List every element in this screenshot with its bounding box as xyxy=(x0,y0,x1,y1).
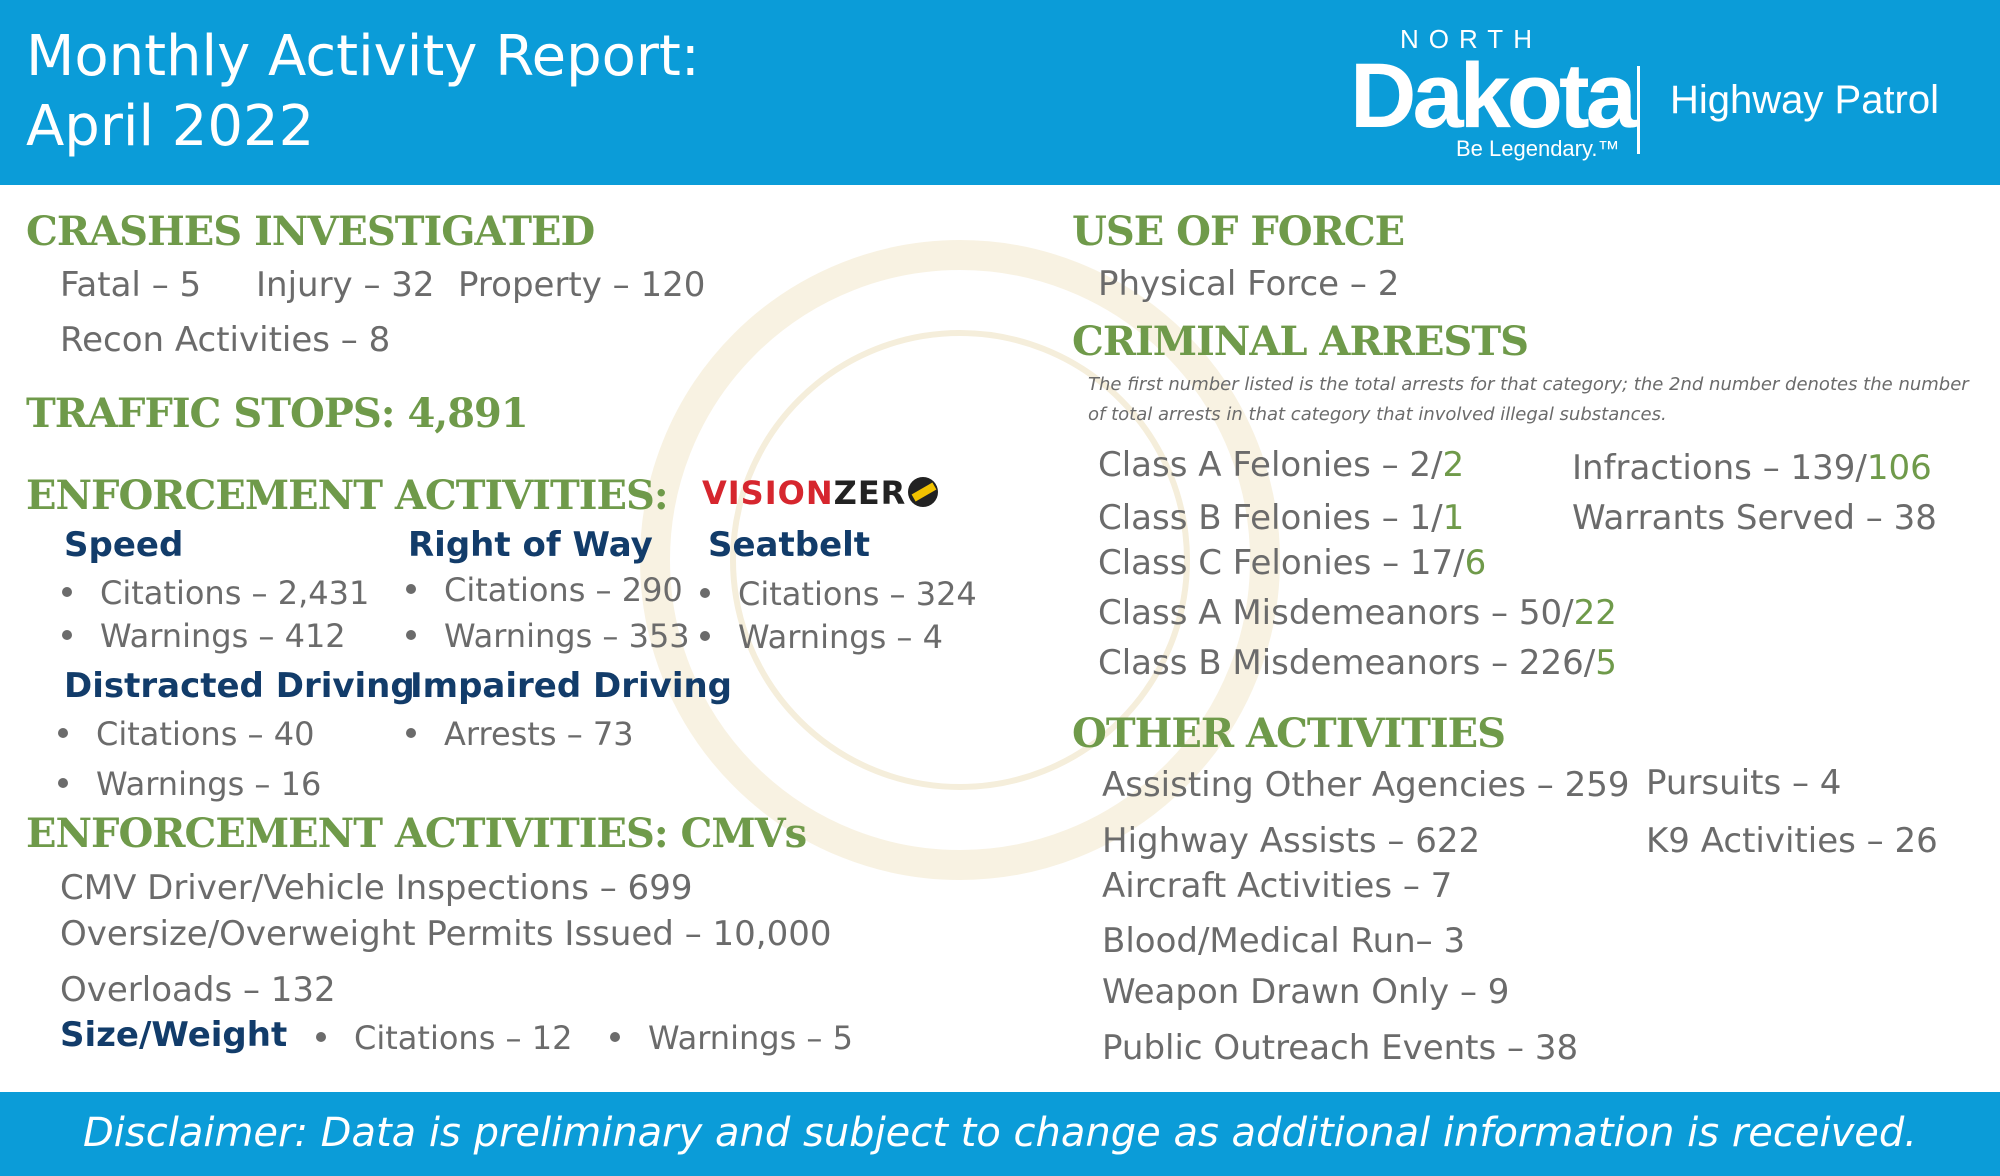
disclaimer-text: Disclaimer: Data is preliminary and subj… xyxy=(82,1110,1918,1156)
k9-activities: K9 Activities – 26 xyxy=(1646,821,1938,861)
bullet-icon xyxy=(406,630,416,640)
logo-north-text: NORTH xyxy=(1400,24,1542,54)
vision-zero-zero-text: ZER xyxy=(833,474,907,512)
title-line-1: Monthly Activity Report: xyxy=(26,24,700,89)
assisting-other-agencies: Assisting Other Agencies – 259 xyxy=(1102,765,1630,805)
size-weight-citations: Citations – 12 xyxy=(316,1019,572,1057)
logo-agency-name: Highway Patrol xyxy=(1670,78,1940,122)
traffic-stops-heading: TRAFFIC STOPS: 4,891 xyxy=(26,390,529,437)
distracted-warnings: Warnings – 16 xyxy=(58,765,321,803)
other-activities-heading: OTHER ACTIVITIES xyxy=(1072,710,1506,757)
bullet-icon xyxy=(610,1032,620,1042)
criminal-arrests-heading: CRIMINAL ARRESTS xyxy=(1072,318,1529,365)
logo-dakota-text: Dakota xyxy=(1350,45,1637,147)
speed-warnings: Warnings – 412 xyxy=(62,617,346,655)
class-c-felonies: Class C Felonies – 17/6 xyxy=(1098,543,1487,583)
page-title: Monthly Activity Report: April 2022 xyxy=(26,22,700,162)
impaired-driving-heading: Impaired Driving xyxy=(410,666,733,706)
crashes-property: Property – 120 xyxy=(458,265,706,305)
logo-divider xyxy=(1637,66,1640,154)
class-a-felonies: Class A Felonies – 2/2 xyxy=(1098,445,1465,485)
class-b-misdemeanors: Class B Misdemeanors – 226/5 xyxy=(1098,643,1617,683)
seatbelt-citations: Citations – 324 xyxy=(700,575,977,613)
title-line-2: April 2022 xyxy=(26,94,315,159)
physical-force: Physical Force – 2 xyxy=(1098,264,1400,304)
bullet-icon xyxy=(62,630,72,640)
crashes-heading: CRASHES INVESTIGATED xyxy=(26,208,595,255)
speed-citations: Citations – 2,431 xyxy=(62,574,369,612)
weapon-drawn-only: Weapon Drawn Only – 9 xyxy=(1102,972,1510,1012)
pursuits: Pursuits – 4 xyxy=(1646,763,1842,803)
speed-heading: Speed xyxy=(64,525,184,565)
bullet-icon xyxy=(406,584,416,594)
bullet-icon xyxy=(58,778,68,788)
crashes-recon: Recon Activities – 8 xyxy=(60,320,391,360)
bullet-icon xyxy=(62,587,72,597)
logo-tagline: Be Legendary.™ xyxy=(1456,136,1620,161)
impaired-arrests: Arrests – 73 xyxy=(406,715,634,753)
cmv-inspections: CMV Driver/Vehicle Inspections – 699 xyxy=(60,868,693,908)
bullet-icon xyxy=(316,1032,326,1042)
bullet-icon xyxy=(700,631,710,641)
blood-medical-run: Blood/Medical Run– 3 xyxy=(1102,921,1466,961)
vision-zero-vision-text: VISION xyxy=(702,474,834,512)
right-of-way-warnings: Warnings – 353 xyxy=(406,617,690,655)
distracted-citations: Citations – 40 xyxy=(58,715,314,753)
bullet-icon xyxy=(700,588,710,598)
cmv-heading: ENFORCEMENT ACTIVITIES: CMVs xyxy=(26,810,807,857)
crashes-injury: Injury – 32 xyxy=(256,265,435,305)
highway-assists: Highway Assists – 622 xyxy=(1102,821,1481,861)
right-of-way-heading: Right of Way xyxy=(408,525,653,565)
bullet-icon xyxy=(406,728,416,738)
nd-highway-patrol-logo: NORTH Dakota Be Legendary.™ Highway Patr… xyxy=(1340,20,1980,170)
crashes-fatal: Fatal – 5 xyxy=(60,265,202,305)
size-weight-warnings: Warnings – 5 xyxy=(610,1019,853,1057)
cmv-overloads: Overloads – 132 xyxy=(60,970,336,1010)
size-weight-heading: Size/Weight xyxy=(60,1015,288,1055)
vision-zero-road-icon xyxy=(908,477,939,507)
class-a-misdemeanors: Class A Misdemeanors – 50/22 xyxy=(1098,593,1617,633)
vision-zero-logo: VISIONZER xyxy=(702,474,939,512)
distracted-driving-heading: Distracted Driving xyxy=(64,666,415,706)
warrants-served: Warrants Served – 38 xyxy=(1572,498,1937,538)
class-b-felonies: Class B Felonies – 1/1 xyxy=(1098,498,1465,538)
header-banner: Monthly Activity Report: April 2022 NORT… xyxy=(0,0,2000,185)
cmv-permits: Oversize/Overweight Permits Issued – 10,… xyxy=(60,914,832,954)
seal-inner-ring xyxy=(730,330,1190,790)
enforcement-heading: ENFORCEMENT ACTIVITIES: xyxy=(26,472,669,519)
footer-banner: Disclaimer: Data is preliminary and subj… xyxy=(0,1092,2000,1176)
aircraft-activities: Aircraft Activities – 7 xyxy=(1102,866,1453,906)
use-of-force-heading: USE OF FORCE xyxy=(1072,208,1405,255)
seatbelt-heading: Seatbelt xyxy=(708,525,871,565)
seatbelt-warnings: Warnings – 4 xyxy=(700,618,943,656)
right-of-way-citations: Citations – 290 xyxy=(406,571,683,609)
infractions: Infractions – 139/106 xyxy=(1572,448,1932,488)
criminal-arrests-note: The first number listed is the total arr… xyxy=(1088,374,1969,425)
public-outreach-events: Public Outreach Events – 38 xyxy=(1102,1028,1579,1068)
bullet-icon xyxy=(58,728,68,738)
